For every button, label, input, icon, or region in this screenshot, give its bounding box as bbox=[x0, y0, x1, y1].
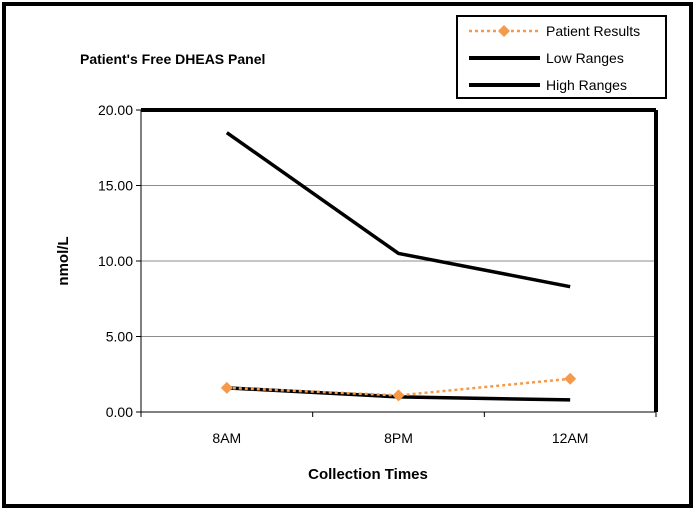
y-tick-label: 0.00 bbox=[106, 404, 133, 420]
y-tick-label: 15.00 bbox=[98, 178, 133, 194]
data-point-patient-results bbox=[220, 381, 233, 394]
y-axis-label: nmol/L bbox=[55, 236, 72, 285]
x-tick-label: 8PM bbox=[384, 430, 413, 446]
legend-label-low-ranges: Low Ranges bbox=[546, 50, 624, 66]
chart-title: Patient's Free DHEAS Panel bbox=[80, 51, 265, 67]
y-tick-label: 10.00 bbox=[98, 253, 133, 269]
legend: Patient Results Low Ranges High Ranges bbox=[456, 15, 667, 99]
series-group bbox=[220, 131, 577, 402]
x-tick-label: 12AM bbox=[552, 430, 589, 446]
x-axis-label: Collection Times bbox=[308, 466, 428, 483]
x-axis-ticks: 8AM 8PM 12AM bbox=[140, 412, 657, 446]
x-tick-label: 8AM bbox=[212, 430, 241, 446]
series-line-high-ranges bbox=[225, 131, 571, 289]
y-axis-ticks: 0.00 5.00 10.00 15.00 20.00 bbox=[98, 102, 141, 420]
y-tick-label: 5.00 bbox=[106, 329, 133, 345]
legend-label-high-ranges: High Ranges bbox=[546, 77, 627, 93]
data-point-patient-results bbox=[392, 389, 405, 402]
legend-marker-patient-results bbox=[498, 25, 510, 37]
legend-label-patient-results: Patient Results bbox=[546, 23, 640, 39]
y-tick-label: 20.00 bbox=[98, 102, 133, 118]
data-point-patient-results bbox=[564, 372, 577, 385]
